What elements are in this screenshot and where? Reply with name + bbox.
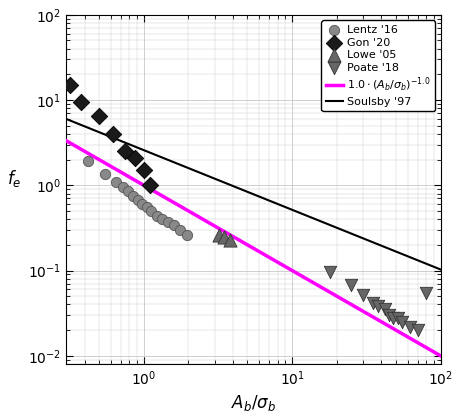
- Lentz '16: [134, 196, 142, 203]
- Poate '18: [347, 281, 354, 288]
- Lentz '16: [129, 192, 137, 199]
- Lentz '16: [170, 222, 177, 228]
- Poate '18: [369, 299, 376, 306]
- $1.0 \cdot (A_b/\sigma_b)^{-1.0}$: [285, 265, 290, 270]
- Legend: Lentz '16, Gon '20, Lowe '05, Poate '18, $1.0 \cdot (A_b/\sigma_b)^{-1.0}$, Soul: Lentz '16, Gon '20, Lowe '05, Poate '18,…: [321, 20, 434, 111]
- Lentz '16: [164, 219, 171, 226]
- Line: Soulsby '97: Soulsby '97: [66, 119, 440, 270]
- Lowe '05: [220, 233, 228, 240]
- $1.0 \cdot (A_b/\sigma_b)^{-1.0}$: [378, 320, 384, 325]
- Gon '20: [67, 81, 74, 88]
- Poate '18: [380, 306, 387, 313]
- Lentz '16: [112, 178, 119, 185]
- Gon '20: [146, 182, 153, 189]
- Gon '20: [132, 155, 139, 161]
- Soulsby '97: [285, 206, 291, 211]
- Lowe '05: [226, 236, 233, 243]
- Soulsby '97: [437, 267, 442, 272]
- Lentz '16: [124, 188, 131, 194]
- $1.0 \cdot (A_b/\sigma_b)^{-1.0}$: [292, 270, 297, 275]
- Lentz '16: [152, 212, 160, 219]
- Lentz '16: [143, 204, 150, 211]
- Y-axis label: $f_e$: $f_e$: [7, 168, 22, 189]
- Lentz '16: [118, 184, 126, 191]
- Lentz '16: [147, 207, 154, 214]
- Poate '18: [358, 291, 366, 298]
- $1.0 \cdot (A_b/\sigma_b)^{-1.0}$: [63, 138, 69, 143]
- Lentz '16: [84, 158, 91, 165]
- Soulsby '97: [64, 117, 70, 122]
- Poate '18: [385, 312, 392, 318]
- Poate '18: [394, 314, 401, 321]
- Gon '20: [95, 113, 102, 119]
- Line: $1.0 \cdot (A_b/\sigma_b)^{-1.0}$: $1.0 \cdot (A_b/\sigma_b)^{-1.0}$: [66, 141, 440, 356]
- Lentz '16: [157, 216, 165, 223]
- Lentz '16: [139, 201, 146, 207]
- Poate '18: [421, 289, 429, 296]
- X-axis label: $A_b/\sigma_b$: $A_b/\sigma_b$: [230, 393, 275, 413]
- Lentz '16: [183, 232, 190, 239]
- Gon '20: [78, 99, 85, 105]
- Poate '18: [325, 269, 333, 276]
- Soulsby '97: [402, 253, 407, 258]
- Lowe '05: [214, 232, 222, 239]
- Poate '18: [374, 303, 381, 310]
- Gon '20: [140, 167, 147, 173]
- $1.0 \cdot (A_b/\sigma_b)^{-1.0}$: [402, 333, 407, 338]
- Soulsby '97: [378, 243, 384, 248]
- Soulsby '97: [292, 209, 297, 214]
- Gon '20: [109, 131, 116, 137]
- Lentz '16: [176, 226, 183, 233]
- $1.0 \cdot (A_b/\sigma_b)^{-1.0}$: [285, 266, 291, 271]
- Poate '18: [397, 318, 405, 325]
- Poate '18: [413, 327, 420, 333]
- $1.0 \cdot (A_b/\sigma_b)^{-1.0}$: [64, 139, 70, 144]
- $1.0 \cdot (A_b/\sigma_b)^{-1.0}$: [437, 353, 442, 358]
- Soulsby '97: [285, 205, 290, 210]
- Soulsby '97: [63, 116, 69, 121]
- Gon '20: [121, 148, 129, 155]
- Poate '18: [389, 314, 396, 321]
- Poate '18: [405, 323, 413, 330]
- Lentz '16: [101, 171, 109, 178]
